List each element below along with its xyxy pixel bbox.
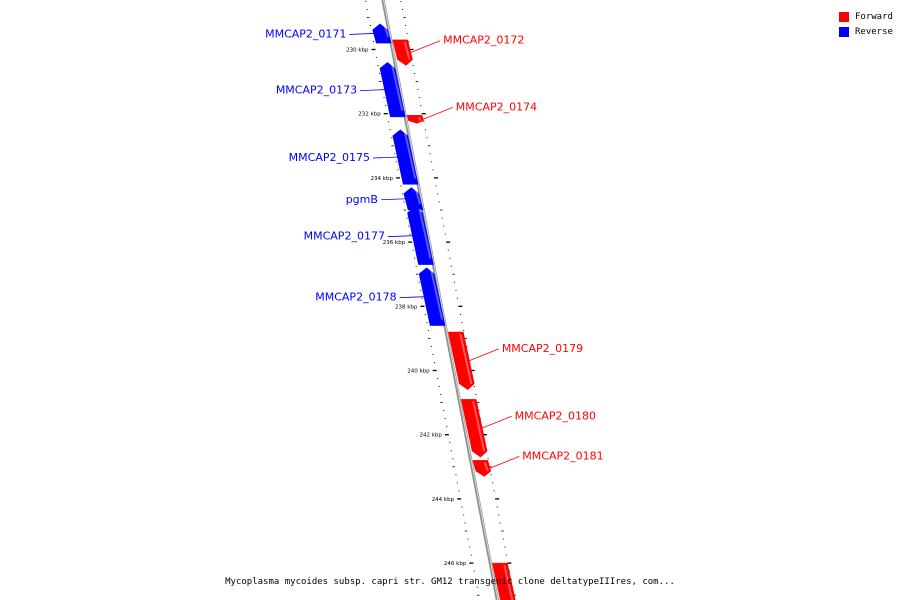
gene-label-leader	[380, 198, 406, 201]
gene-label-leader	[409, 40, 441, 54]
gene-label: MMCAP2_0181	[522, 449, 603, 462]
gene-arrow	[460, 399, 488, 458]
gene-shading	[403, 41, 411, 60]
gene-label-leader	[489, 456, 520, 469]
gene-shading	[418, 208, 432, 259]
gene-shading	[430, 269, 444, 320]
gene-label-leader	[349, 33, 375, 35]
gene-shading	[503, 564, 514, 600]
gene-label: MMCAP2_0177	[304, 230, 385, 243]
gene-arrow	[392, 129, 419, 185]
gene-label: MMCAP2_0175	[289, 151, 370, 164]
backbone-highlight	[383, 0, 499, 600]
gene-arrow	[407, 206, 434, 265]
gene-arrow	[492, 562, 516, 600]
gene-shading	[383, 25, 390, 38]
gene-shading	[472, 401, 486, 452]
gene-shading	[418, 116, 422, 122]
gene-label-leader	[399, 296, 425, 299]
legend-label: Reverse	[855, 26, 893, 37]
gene-label-leader	[387, 235, 413, 238]
gene-label-leader	[360, 89, 386, 92]
tick-label: 234 kbp	[371, 176, 394, 182]
gene-arrow	[372, 23, 392, 44]
forward-swatch	[839, 11, 849, 22]
legend-item-reverse: Reverse	[839, 24, 893, 39]
gene-shading	[390, 64, 404, 112]
gene-label-leader	[481, 415, 512, 429]
gene-label: pgmB	[346, 193, 378, 206]
legend-item-forward: Forward	[839, 9, 893, 24]
gene-arrow	[472, 460, 492, 477]
tick-label: 232 kbp	[358, 112, 381, 118]
gene-label: MMCAP2_0178	[315, 291, 396, 304]
gene-label: MMCAP2_0179	[502, 342, 583, 355]
gene-labels: MMCAP2_0171 MMCAP2_0172 MMCAP2_0173 MMCAP2_…	[265, 27, 604, 469]
tick-marks: 230 kbp 232 kbp 234 kbp 236 kbp 238 kbp 240 k…	[346, 0, 516, 596]
gene-arrow	[448, 331, 475, 391]
gene-arrow	[406, 115, 424, 124]
tick-label: 236 kbp	[383, 240, 406, 246]
gene-label-leader	[422, 106, 453, 120]
tick-label: 244 kbp	[432, 497, 455, 503]
gene-shading	[483, 462, 489, 472]
gene-label: MMCAP2_0171	[265, 27, 346, 40]
gene-shading	[459, 333, 473, 384]
gene-label: MMCAP2_0173	[276, 84, 357, 97]
legend-label: Forward	[855, 11, 893, 22]
tick-label: 240 kbp	[407, 369, 430, 375]
gene-arrow	[392, 39, 413, 66]
gene-features	[372, 23, 516, 600]
sequence-title: Mycoplasma mycoides subsp. capri str. GM…	[225, 577, 675, 587]
gene-label: MMCAP2_0174	[456, 100, 537, 113]
gene-arrow	[379, 62, 406, 118]
legend: Forward Reverse	[839, 9, 893, 39]
gene-arrow	[418, 267, 446, 326]
backbone	[381, 0, 499, 600]
reverse-swatch	[839, 26, 849, 37]
gene-shading	[414, 189, 422, 205]
gene-shading	[403, 131, 417, 179]
gene-label-leader	[372, 156, 399, 159]
gene-label: MMCAP2_0180	[515, 409, 596, 422]
tick-label: 246 kbp	[444, 561, 467, 567]
gene-label: MMCAP2_0172	[443, 34, 524, 47]
gene-label-leader	[468, 348, 499, 362]
tick-label: 242 kbp	[419, 433, 442, 439]
tick-label: 238 kbp	[395, 304, 418, 310]
tick-label: 230 kbp	[346, 48, 369, 54]
